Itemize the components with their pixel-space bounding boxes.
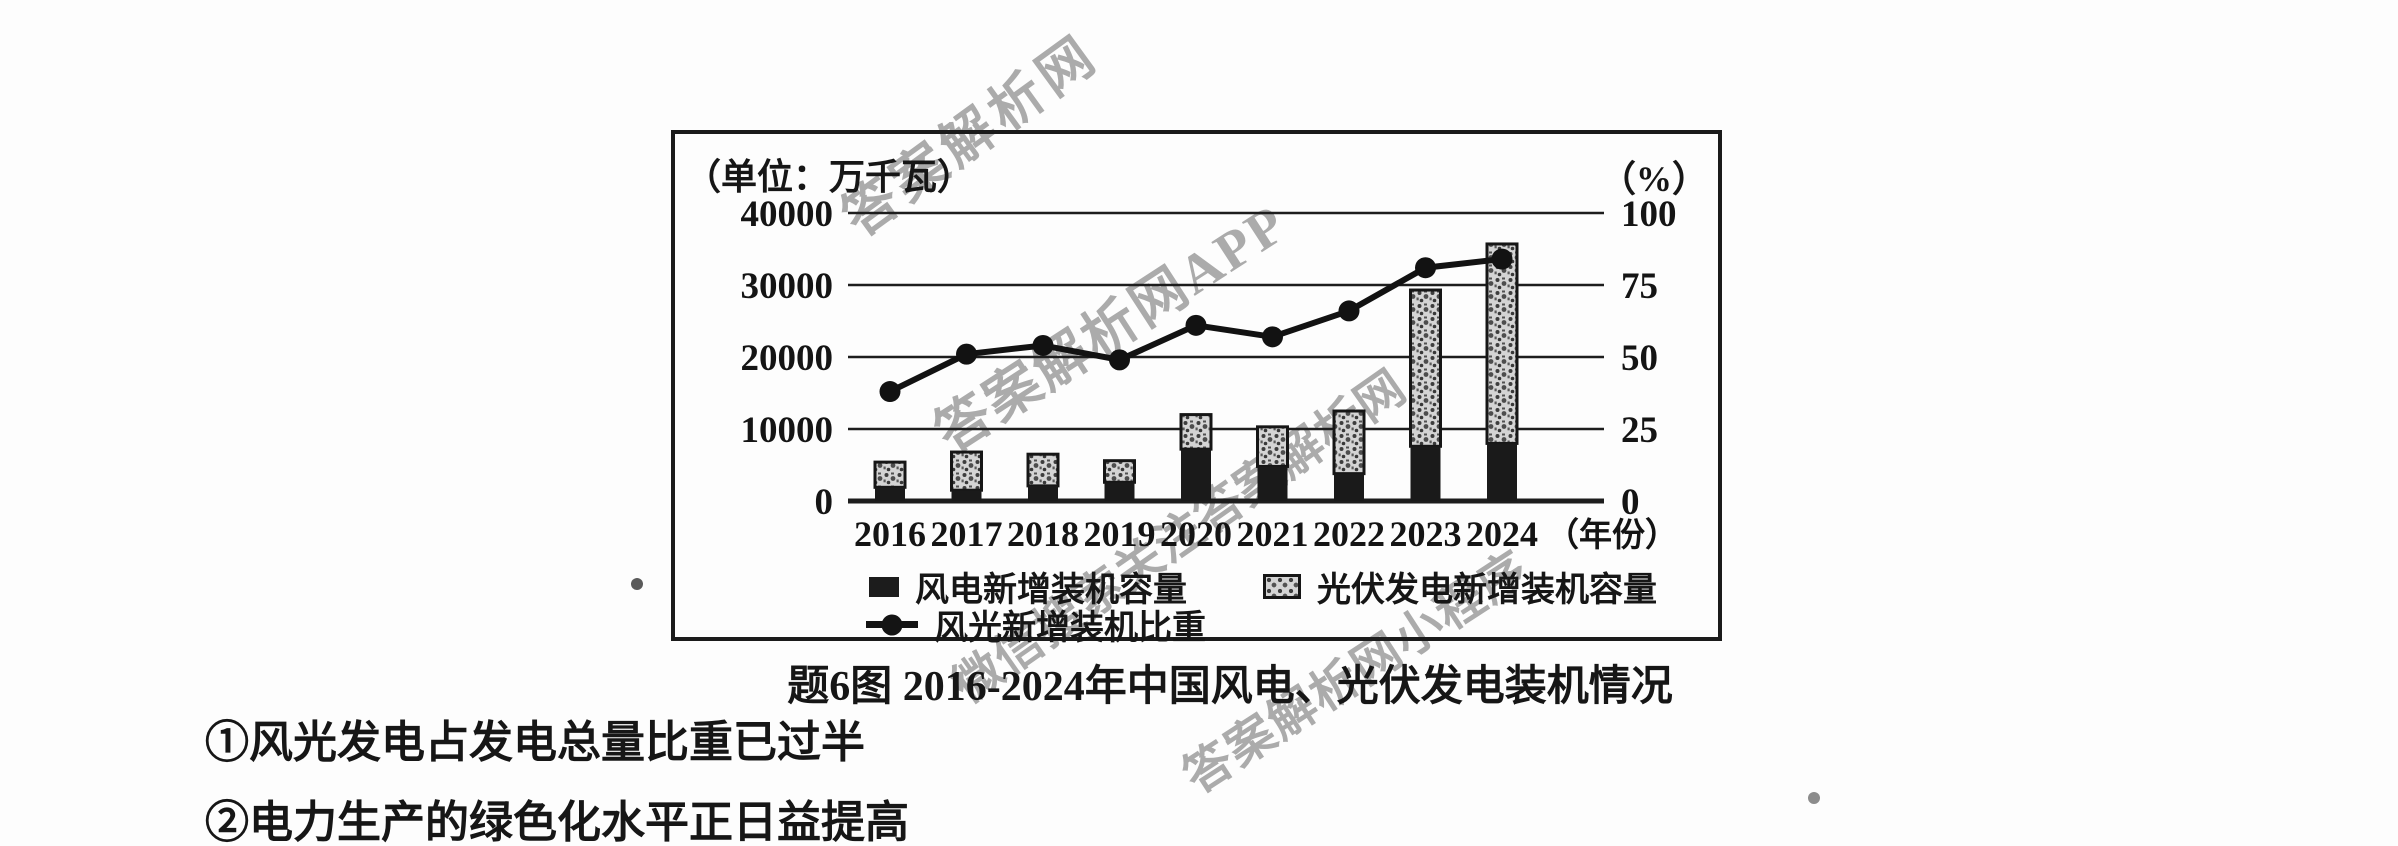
left-axis-tick-10000: 10000 bbox=[741, 410, 834, 451]
ratio-point-2018 bbox=[1032, 334, 1054, 356]
statement-1: ①风光发电占发电总量比重已过半 bbox=[205, 718, 865, 767]
ratio-point-2021 bbox=[1262, 326, 1283, 348]
right-axis-tick-25: 25 bbox=[1621, 410, 1658, 451]
left-axis-tick-0: 0 bbox=[815, 482, 834, 523]
x-label-2021: 2021 bbox=[1237, 514, 1309, 554]
x-label-2024: 2024 bbox=[1466, 514, 1538, 554]
left-axis-tick-30000: 30000 bbox=[741, 266, 834, 307]
figure-caption: 题6图 2016-2024年中国风电、光伏发电装机情况 bbox=[787, 664, 1673, 710]
scan-dot-artifact bbox=[631, 578, 643, 590]
bar-wind-2016 bbox=[875, 487, 905, 501]
x-label-2017: 2017 bbox=[931, 514, 1003, 554]
x-label-2020: 2020 bbox=[1160, 514, 1232, 554]
bar-wind-2023 bbox=[1410, 446, 1441, 501]
x-label-2019: 2019 bbox=[1084, 514, 1156, 554]
bar-wind-2019 bbox=[1104, 482, 1135, 501]
ratio-point-2020 bbox=[1185, 314, 1207, 336]
ratio-point-2024 bbox=[1491, 248, 1513, 270]
bar-pv-2017 bbox=[950, 450, 983, 492]
legend-label-pv: 光伏发电新增装机容量 bbox=[1317, 572, 1657, 609]
right-axis-tick-75: 75 bbox=[1621, 266, 1658, 307]
x-axis-unit-label: （年份） bbox=[1546, 517, 1678, 554]
left-axis-tick-40000: 40000 bbox=[741, 194, 834, 235]
bar-wind-2017 bbox=[951, 490, 982, 501]
bar-pv-2023 bbox=[1409, 288, 1442, 448]
chart-frame: 40000 30000 20000 10000 0 100 75 50 25 0 2016 2017 2… bbox=[671, 130, 1722, 647]
legend-row-2: 风光新增装机比重 bbox=[866, 600, 1206, 649]
x-label-2018: 2018 bbox=[1007, 514, 1079, 554]
bar-wind-2021 bbox=[1257, 466, 1288, 501]
x-label-2023: 2023 bbox=[1390, 514, 1462, 554]
right-axis-tick-100: 100 bbox=[1621, 194, 1677, 235]
right-axis-unit-label: （%） bbox=[1600, 159, 1709, 199]
ratio-point-2017 bbox=[956, 343, 977, 365]
ratio-point-2023 bbox=[1415, 257, 1436, 279]
wind-bar-swatch-icon bbox=[869, 576, 899, 597]
scan-dot-artifact bbox=[1808, 792, 1820, 804]
bar-wind-2022 bbox=[1334, 473, 1364, 501]
x-label-2016: 2016 bbox=[854, 514, 926, 554]
statement-2: ②电力生产的绿色化水平正日益提高 bbox=[205, 798, 909, 846]
bar-wind-2020 bbox=[1181, 449, 1211, 501]
bar-pv-2016 bbox=[873, 460, 907, 489]
ratio-point-2022 bbox=[1338, 300, 1360, 322]
bar-wind-2018 bbox=[1028, 485, 1058, 501]
legend-label-ratio: 风光新增装机比重 bbox=[934, 610, 1206, 647]
bar-wind-2024 bbox=[1487, 443, 1517, 501]
bar-pv-2020 bbox=[1179, 413, 1213, 451]
ratio-point-2016 bbox=[879, 381, 901, 403]
left-axis-unit-label: （单位：万千瓦） bbox=[685, 157, 974, 197]
bar-pv-2019 bbox=[1103, 459, 1136, 484]
left-axis-tick-20000: 20000 bbox=[741, 338, 834, 379]
ratio-line-marker-icon bbox=[866, 614, 918, 635]
bar-pv-2018 bbox=[1026, 452, 1060, 488]
legend-row-1: 风电新增装机容量 光伏发电新增装机容量 bbox=[869, 562, 1657, 611]
bar-pv-2022 bbox=[1332, 409, 1366, 476]
right-axis-tick-50: 50 bbox=[1621, 338, 1658, 379]
legend-label-wind: 风电新增装机容量 bbox=[915, 572, 1187, 609]
pv-bar-swatch-icon bbox=[1263, 574, 1301, 599]
bar-pv-2024 bbox=[1485, 242, 1519, 445]
bar-pv-2021 bbox=[1256, 425, 1289, 468]
right-axis-tick-0: 0 bbox=[1621, 482, 1640, 523]
ratio-point-2019 bbox=[1109, 349, 1130, 371]
x-label-2022: 2022 bbox=[1313, 514, 1385, 554]
